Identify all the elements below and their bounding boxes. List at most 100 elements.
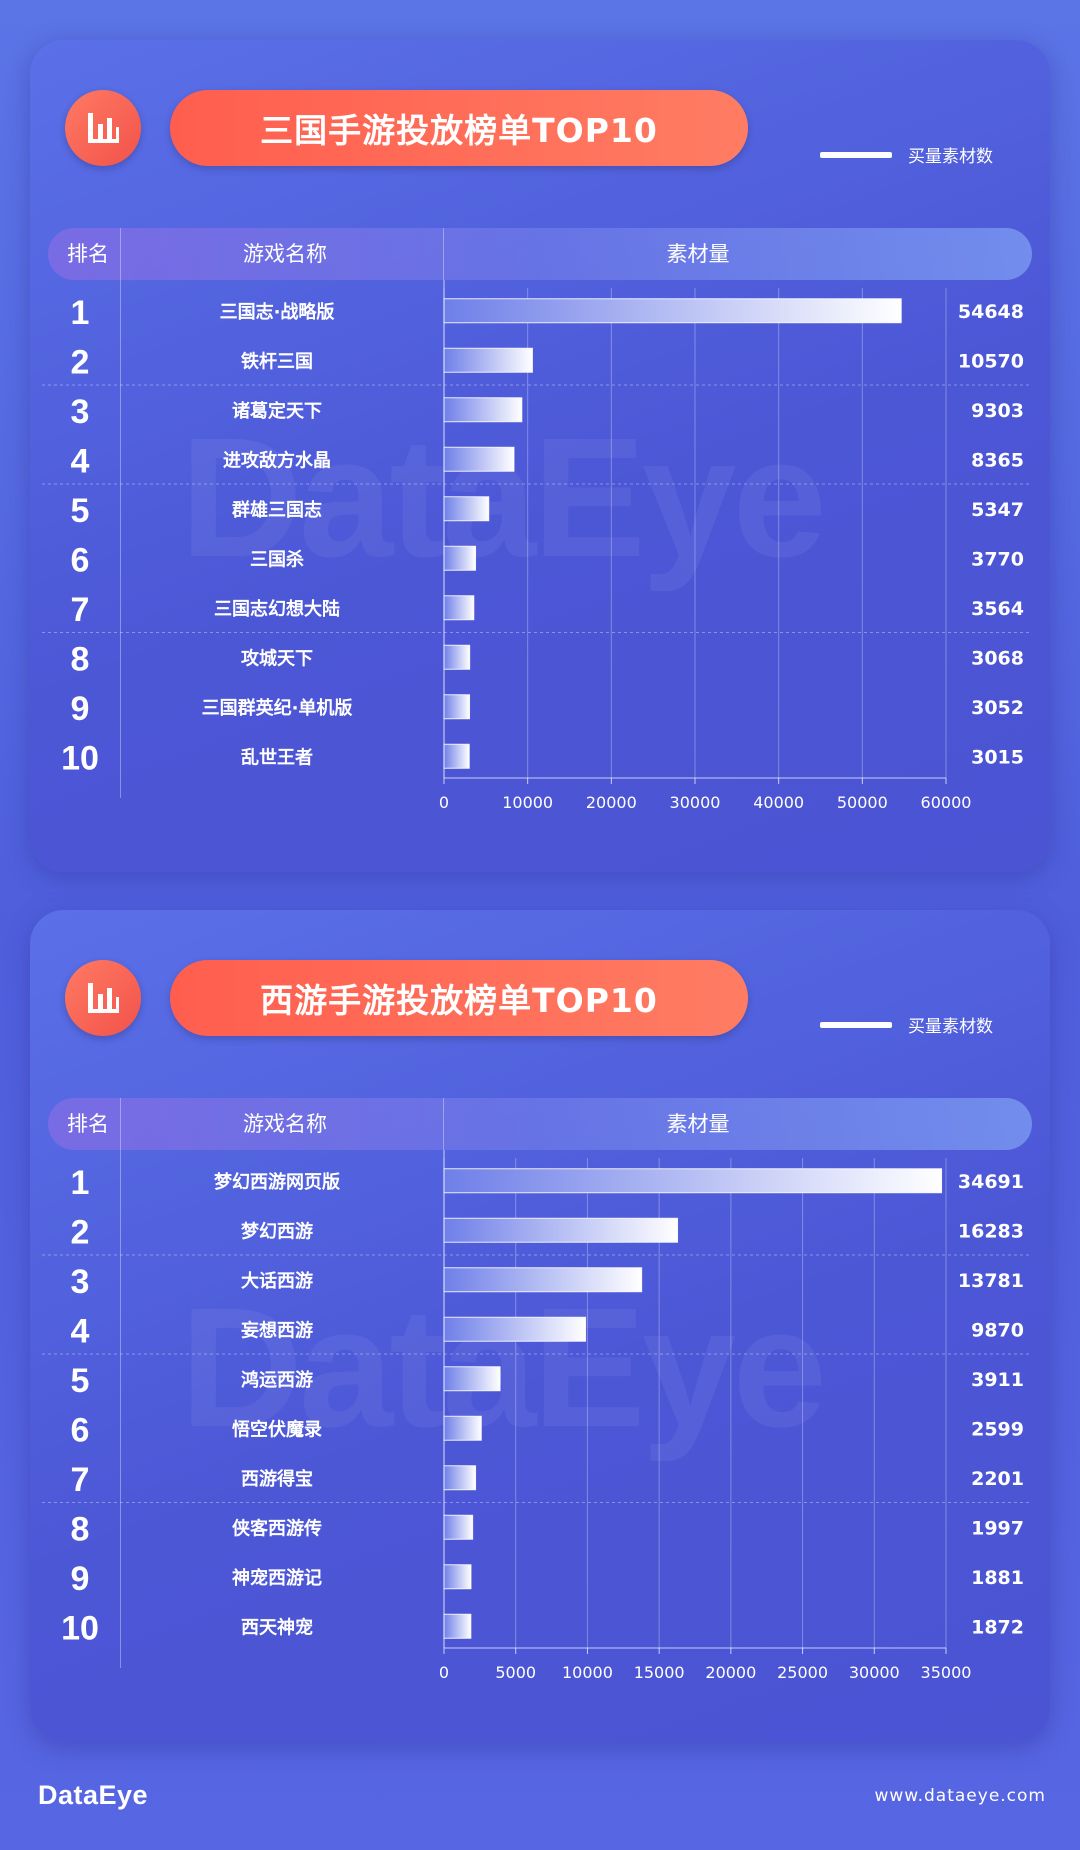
bar-chart: 0 5000 10000 15000 20000 25000 30000 35000 1 梦幻西游… (42, 1150, 1030, 1682)
x-tick-label: 5000 (495, 1663, 536, 1682)
bar (443, 1415, 482, 1441)
chart-title: 三国手游投放榜单TOP10 (170, 90, 748, 166)
bar (443, 446, 515, 472)
bar (443, 1366, 501, 1392)
bar (443, 1217, 679, 1243)
value-label: 13781 (958, 1270, 1024, 1292)
header-name: 游戏名称 (243, 1112, 327, 1136)
bar-chart: 0 10000 20000 30000 40000 50000 60000 1 三国志·战略版 5… (42, 280, 1030, 812)
x-tick-label: 15000 (634, 1663, 685, 1682)
bar (443, 347, 533, 373)
rank-label: 8 (71, 640, 90, 678)
bar-chart-icon (65, 90, 141, 166)
category-label: 诸葛定天下 (232, 400, 322, 422)
x-tick-label: 0 (439, 1663, 449, 1682)
bar (443, 743, 470, 769)
category-label: 梦幻西游网页版 (214, 1171, 340, 1193)
category-label: 铁杆三国 (241, 350, 313, 372)
rank-label: 9 (71, 1560, 90, 1598)
chart-card-sanguo: DataEye 三国手游投放榜单TOP10 买量素材数 排名 游戏名称 素材量 … (30, 40, 1050, 872)
legend-label: 买量素材数 (908, 147, 993, 167)
value-label: 16283 (958, 1220, 1024, 1242)
footer-logo: DataEye (38, 1780, 149, 1810)
value-label: 54648 (958, 301, 1024, 323)
value-label: 5347 (971, 499, 1024, 521)
divider-name (443, 228, 444, 280)
header-rank: 排名 (67, 242, 109, 266)
x-tick-label: 10000 (562, 1663, 613, 1682)
footer-url[interactable]: www.dataeye.com (874, 1786, 1046, 1806)
bar (443, 1564, 472, 1590)
rank-label: 1 (71, 1164, 90, 1202)
category-label: 群雄三国志 (232, 499, 322, 521)
category-label: 三国志·战略版 (220, 301, 335, 323)
x-tick-label: 25000 (777, 1663, 828, 1682)
value-label: 8365 (971, 449, 1024, 471)
category-label: 侠客西游传 (232, 1517, 322, 1539)
rank-label: 7 (71, 1461, 90, 1499)
x-tick-label: 50000 (837, 793, 888, 812)
header-rank: 排名 (67, 1112, 109, 1136)
value-label: 3052 (971, 697, 1024, 719)
x-tick-label: 20000 (586, 793, 637, 812)
value-label: 1872 (971, 1616, 1024, 1638)
category-label: 西天神宠 (241, 1616, 313, 1638)
bar (443, 1613, 472, 1639)
category-label: 西游得宝 (241, 1468, 313, 1490)
rank-label: 10 (61, 739, 99, 777)
value-label: 3015 (971, 746, 1024, 768)
rank-label: 3 (71, 393, 90, 431)
value-label: 34691 (958, 1171, 1024, 1193)
x-tick-label: 35000 (921, 1663, 972, 1682)
legend-label: 买量素材数 (908, 1017, 993, 1037)
header-name: 游戏名称 (243, 242, 327, 266)
category-label: 乱世王者 (241, 747, 313, 768)
rank-label: 3 (71, 1263, 90, 1301)
table-header: 排名 游戏名称 素材量 (48, 228, 1032, 280)
x-tick-label: 20000 (705, 1663, 756, 1682)
category-label: 妄想西游 (241, 1319, 313, 1341)
rank-label: 4 (71, 1312, 90, 1350)
category-label: 鸿运西游 (241, 1369, 313, 1391)
value-label: 3770 (971, 548, 1024, 570)
legend-swatch (820, 152, 892, 158)
x-tick-label: 60000 (921, 793, 972, 812)
bar (443, 1316, 587, 1342)
value-label: 3564 (971, 598, 1024, 620)
value-label: 3911 (971, 1369, 1024, 1391)
rank-label: 1 (71, 294, 90, 332)
value-label: 2201 (971, 1468, 1024, 1490)
category-label: 三国群英纪·单机版 (202, 697, 353, 719)
rank-label: 6 (71, 541, 90, 579)
bar (443, 1514, 474, 1540)
x-tick-label: 40000 (753, 793, 804, 812)
value-label: 1997 (971, 1517, 1024, 1539)
category-label: 三国杀 (250, 548, 304, 570)
rank-label: 2 (71, 343, 90, 381)
category-label: 大话西游 (241, 1270, 313, 1292)
chart-card-xiyou: DataEye 西游手游投放榜单TOP10 买量素材数 排名 游戏名称 素材量 … (30, 910, 1050, 1742)
value-label: 9303 (971, 400, 1024, 422)
bar-chart-icon (65, 960, 141, 1036)
bar (443, 496, 490, 522)
x-tick-label: 30000 (670, 793, 721, 812)
category-label: 进攻敌方水晶 (223, 449, 331, 471)
table-header: 排名 游戏名称 素材量 (48, 1098, 1032, 1150)
bar (443, 397, 523, 423)
divider-rank (120, 228, 121, 798)
category-label: 三国志幻想大陆 (214, 598, 340, 620)
rank-label: 5 (71, 492, 90, 530)
value-label: 9870 (971, 1319, 1024, 1341)
rank-label: 5 (71, 1362, 90, 1400)
bar (443, 298, 902, 324)
header-value: 素材量 (666, 242, 730, 266)
x-tick-label: 30000 (849, 1663, 900, 1682)
bar (443, 1267, 643, 1293)
x-tick-label: 10000 (502, 793, 553, 812)
value-label: 3068 (971, 647, 1024, 669)
rank-label: 2 (71, 1213, 90, 1251)
rank-label: 10 (61, 1609, 99, 1647)
category-label: 悟空伏魔录 (232, 1418, 322, 1440)
divider-name (443, 1098, 444, 1150)
category-label: 梦幻西游 (241, 1220, 313, 1242)
